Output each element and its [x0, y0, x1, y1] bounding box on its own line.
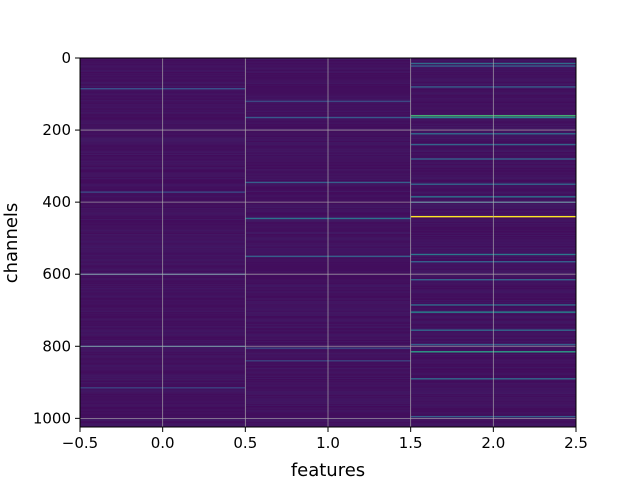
y-axis-label: channels	[1, 203, 22, 284]
y-tick-label: 800	[42, 337, 71, 355]
y-tick-label: 0	[61, 49, 71, 67]
x-tick-label: 2.5	[564, 434, 588, 452]
y-axis-ticks: 0 200 400 600 800 1000	[33, 49, 80, 427]
y-tick-label: 200	[42, 121, 71, 139]
x-tick-label: 0.0	[151, 434, 175, 452]
x-tick-label: −0.5	[62, 434, 98, 452]
x-tick-label: 1.0	[316, 434, 340, 452]
x-tick-label: 0.5	[233, 434, 257, 452]
x-axis-label: features	[291, 460, 365, 480]
y-tick-label: 400	[42, 193, 71, 211]
y-tick-label: 600	[42, 265, 71, 283]
x-tick-label: 2.0	[481, 434, 505, 452]
x-axis-ticks: −0.5 0.0 0.5 1.0 1.5 2.0 2.5	[62, 427, 588, 452]
y-tick-label: 1000	[33, 409, 71, 427]
x-tick-label: 1.5	[399, 434, 423, 452]
